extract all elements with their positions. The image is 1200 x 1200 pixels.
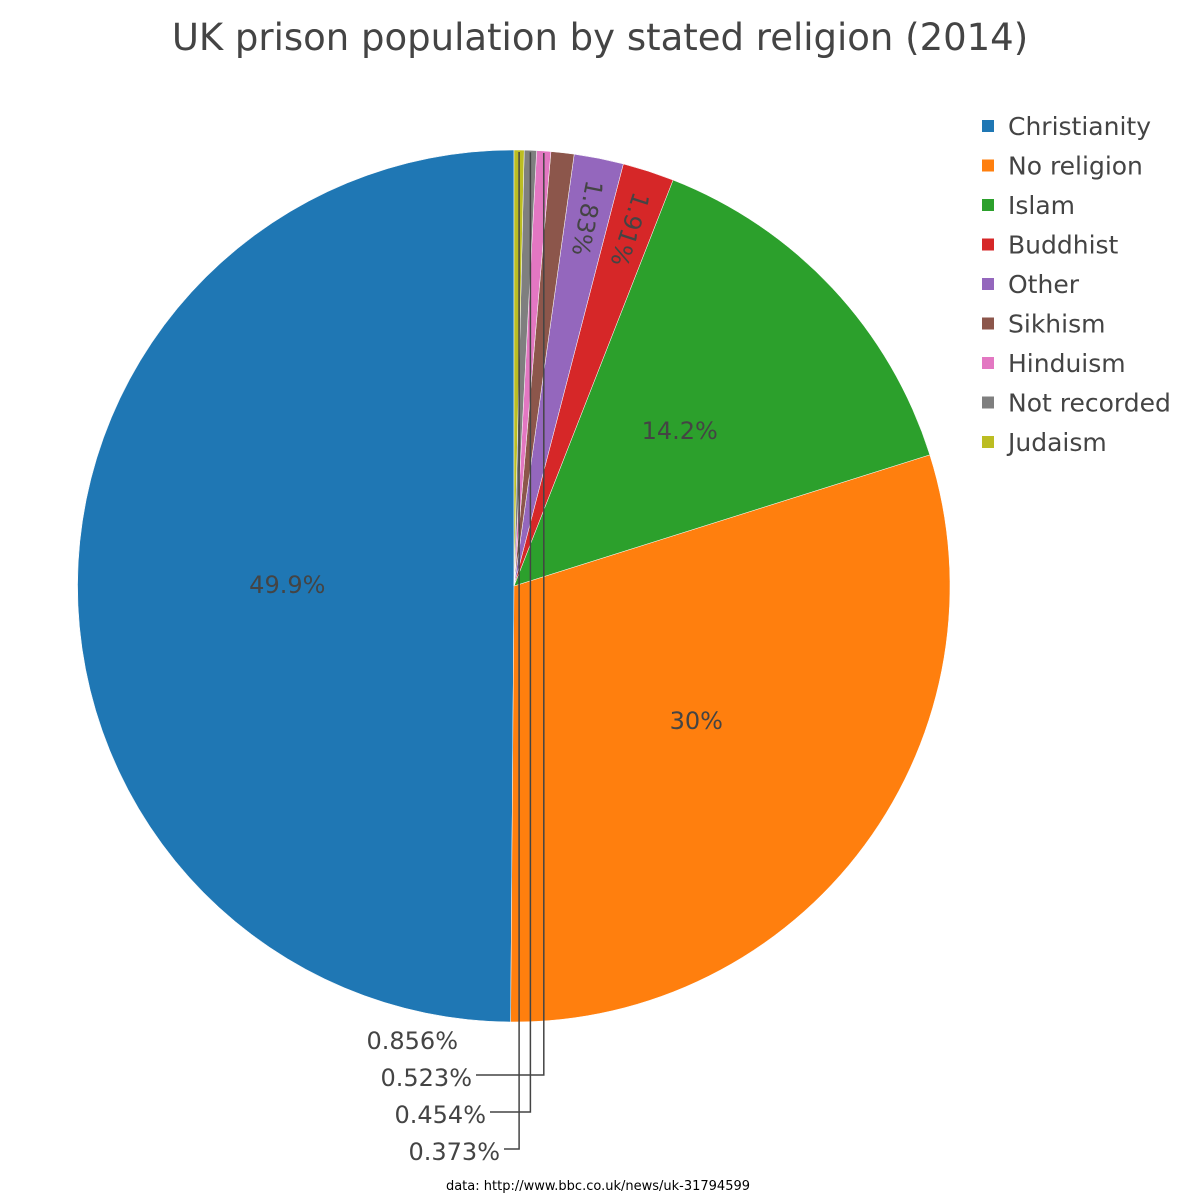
legend-label-hinduism: Hinduism (1008, 349, 1126, 378)
source-note: data: http://www.bbc.co.uk/news/uk-31794… (446, 1179, 750, 1194)
legend-swatch-judaism (982, 436, 994, 448)
legend-label-judaism: Judaism (1006, 428, 1107, 457)
legend-label-buddhist: Buddhist (1008, 231, 1119, 260)
legend-item-hinduism: Hinduism (982, 349, 1126, 378)
slice-label-islam: 14.2% (642, 417, 718, 445)
slice-label-christianity: 49.9% (249, 571, 325, 599)
legend-swatch-hinduism (982, 357, 994, 369)
legend-item-sikhism: Sikhism (982, 310, 1105, 339)
pie-slices (77, 149, 951, 1023)
legend-swatch-no-religion (982, 159, 994, 172)
legend: Christianity No religion Islam Buddhist Othe… (982, 112, 1171, 457)
legend-item-buddhist: Buddhist (982, 231, 1119, 260)
slice-label-not-recorded: 0.454% (394, 1101, 486, 1129)
legend-swatch-christianity (982, 120, 994, 132)
legend-label-islam: Islam (1008, 191, 1075, 220)
legend-item-other: Other (982, 270, 1080, 299)
legend-swatch-buddhist (982, 238, 994, 251)
leader-line-hinduism (476, 153, 545, 1076)
legend-swatch-islam (982, 199, 994, 211)
chart-title: UK prison population by stated religion … (172, 16, 1028, 59)
legend-swatch-sikhism (982, 317, 994, 330)
legend-item-no-religion: No religion (982, 152, 1143, 181)
legend-item-not-recorded: Not recorded (982, 389, 1171, 418)
legend-swatch-other (982, 278, 994, 290)
leader-line-not-recorded (490, 152, 532, 1113)
legend-label-christianity: Christianity (1008, 112, 1151, 141)
legend-item-judaism: Judaism (982, 428, 1107, 457)
legend-swatch-not-recorded (982, 396, 994, 409)
slice-label-hinduism: 0.523% (380, 1064, 472, 1092)
legend-label-no-religion: No religion (1008, 152, 1143, 181)
legend-label-sikhism: Sikhism (1008, 310, 1105, 339)
legend-label-not-recorded: Not recorded (1008, 389, 1171, 418)
slice-label-judaism: 0.373% (408, 1138, 500, 1166)
slice-label-no-religion: 30% (670, 707, 723, 735)
leader-line-judaism (504, 152, 520, 1150)
legend-item-islam: Islam (982, 191, 1075, 220)
pie-slice-christianity (77, 149, 515, 1023)
legend-label-other: Other (1008, 270, 1080, 299)
slice-label-sikhism: 0.856% (366, 1027, 458, 1055)
pie-slice-no-religion (510, 454, 951, 1023)
pie-slice-islam (513, 179, 931, 587)
legend-item-christianity: Christianity (982, 112, 1151, 141)
